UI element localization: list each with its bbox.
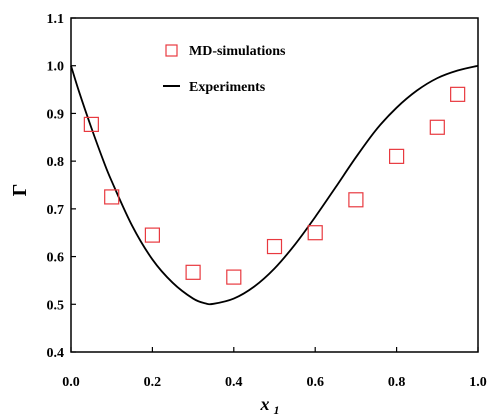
x-axis-title-main: x bbox=[260, 394, 270, 414]
md-simulation-point bbox=[104, 189, 120, 205]
y-tick-label: 1.0 bbox=[47, 60, 65, 75]
x-tick-label: 1.0 bbox=[469, 375, 487, 390]
md-simulation-point bbox=[348, 192, 364, 208]
experiments-line bbox=[70, 64, 479, 306]
x-tick-label: 0.0 bbox=[62, 375, 80, 390]
x-tick-label: 0.2 bbox=[144, 375, 162, 390]
md-simulations-series bbox=[83, 86, 466, 285]
md-simulation-point bbox=[429, 119, 445, 135]
md-simulation-point bbox=[83, 116, 99, 133]
y-tick-label: 0.9 bbox=[47, 107, 65, 122]
legend-marker-md-simulations bbox=[165, 44, 178, 57]
md-simulation-point bbox=[307, 225, 323, 241]
md-simulation-point bbox=[144, 227, 160, 243]
md-simulation-point bbox=[185, 264, 201, 280]
plot-frame bbox=[70, 17, 479, 353]
x-axis-ticks: 0.0 0.2 0.4 0.6 0.8 1.0 bbox=[62, 347, 487, 390]
y-tick-label: 0.8 bbox=[47, 155, 65, 170]
md-simulation-point bbox=[266, 238, 283, 255]
y-axis-ticks: 0.4 0.5 0.6 0.7 0.8 0.9 1.0 1.1 bbox=[47, 12, 76, 361]
y-tick-label: 1.1 bbox=[47, 12, 65, 27]
experiments-series bbox=[70, 64, 479, 306]
y-axis-title: Γ bbox=[9, 184, 31, 197]
axes bbox=[70, 17, 479, 353]
legend-label-experiments: Experiments bbox=[189, 80, 266, 95]
y-tick-label: 0.4 bbox=[47, 346, 65, 361]
y-tick-label: 0.5 bbox=[47, 298, 65, 313]
md-simulation-point bbox=[226, 269, 242, 285]
x-axis-title-subscript: 1 bbox=[274, 403, 280, 417]
x-tick-label: 0.4 bbox=[225, 375, 243, 390]
md-simulation-point bbox=[389, 148, 405, 164]
md-simulation-point bbox=[450, 86, 466, 102]
legend: MD-simulations Experiments bbox=[163, 44, 286, 95]
x-tick-label: 0.8 bbox=[388, 375, 406, 390]
legend-label-md-simulations: MD-simulations bbox=[189, 44, 286, 59]
y-tick-label: 0.7 bbox=[47, 203, 65, 218]
y-tick-label: 0.6 bbox=[47, 251, 65, 266]
x-tick-label: 0.6 bbox=[306, 375, 324, 390]
